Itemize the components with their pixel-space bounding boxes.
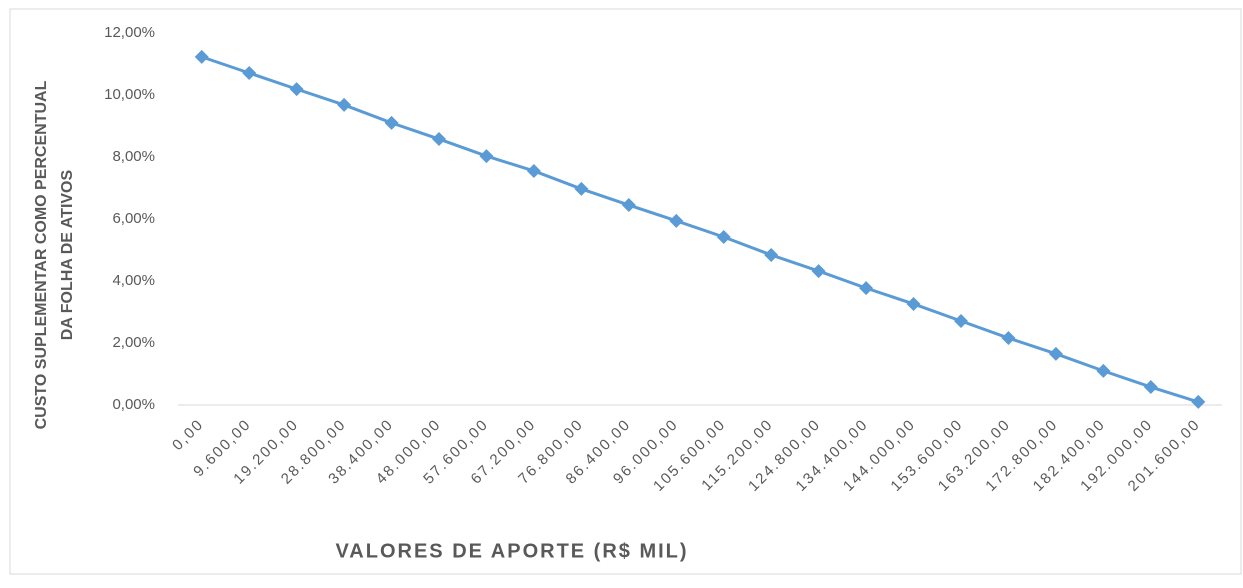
x-axis-title: VALORES DE APORTE (R$ MIL)	[335, 540, 688, 562]
chart-border	[9, 8, 1242, 575]
y-tick-label: 12,00%	[104, 24, 155, 41]
data-marker	[1143, 380, 1158, 395]
data-marker	[574, 181, 589, 196]
data-marker	[479, 149, 494, 164]
data-marker	[906, 296, 921, 311]
y-axis-title: CUSTO SUPLEMENTAR COMO PERCENTUAL	[33, 80, 50, 429]
y-tick-label: 0,00%	[112, 396, 155, 413]
data-marker	[1048, 346, 1063, 361]
data-marker	[621, 198, 636, 213]
data-marker	[1096, 363, 1111, 378]
data-marker	[954, 313, 968, 328]
y-tick-label: 10,00%	[104, 86, 155, 103]
data-marker	[289, 82, 304, 97]
data-marker	[859, 281, 874, 296]
y-axis-title: DA FOLHA DE ATIVOS	[59, 169, 76, 340]
data-marker	[764, 247, 779, 262]
data-marker	[811, 264, 826, 279]
y-tick-label: 6,00%	[112, 210, 155, 227]
data-marker	[1001, 331, 1016, 346]
data-marker	[194, 49, 209, 64]
data-marker	[669, 213, 684, 228]
y-tick-label: 8,00%	[112, 148, 155, 165]
y-tick-label: 4,00%	[112, 272, 155, 289]
data-marker	[337, 97, 352, 112]
y-tick-label: 2,00%	[112, 334, 155, 351]
data-line	[201, 55, 1199, 404]
data-marker	[526, 163, 541, 178]
data-marker	[432, 132, 446, 147]
data-marker	[242, 65, 257, 80]
data-marker	[384, 115, 399, 130]
data-marker	[1191, 394, 1206, 409]
data-marker	[716, 229, 731, 244]
